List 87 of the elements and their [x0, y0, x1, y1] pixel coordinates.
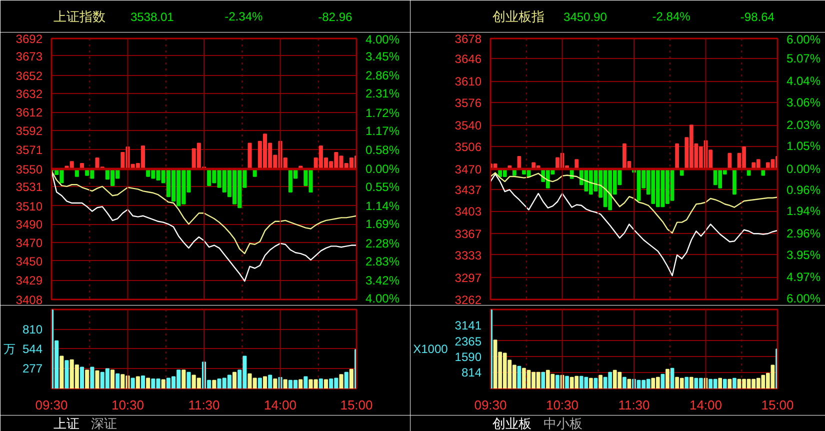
y-tick-label: 3692: [16, 32, 43, 46]
y2-tick-label: 4.04%: [786, 74, 821, 88]
y-tick-label: 3673: [16, 49, 43, 64]
y-tick-label: 3506: [454, 140, 482, 154]
y2-tick-label: 6.00%: [786, 292, 821, 306]
y-tick-label: 544: [22, 342, 43, 356]
text: -2.34%: [224, 10, 263, 24]
y-tick-label: 1590: [454, 350, 482, 364]
text: 创业板: [492, 416, 532, 431]
y-tick-label: 3470: [16, 236, 43, 250]
y2-tick-label: 3.45%: [366, 49, 400, 64]
y-tick-label: 3141: [454, 318, 482, 333]
text: -98.64: [740, 10, 775, 24]
y2-tick-label: 0.55%: [366, 180, 400, 194]
y2-tick-label: 1.17%: [366, 124, 400, 138]
x-tick-label: 11:30: [188, 398, 220, 412]
x-tick-label: 10:30: [111, 398, 144, 412]
y-tick-label: 3646: [454, 52, 482, 66]
chart-title: 创业板指: [492, 9, 544, 24]
text: -2.84%: [652, 10, 691, 24]
y2-tick-label: 3.06%: [786, 95, 821, 110]
text: 深证: [91, 416, 118, 431]
y-tick-label: 3612: [16, 106, 43, 120]
y-tick-label: 3429: [16, 274, 43, 288]
x-tick-label: 09:30: [474, 398, 507, 412]
y2-tick-label: 3.95%: [786, 248, 821, 262]
y-tick-label: 3297: [454, 271, 482, 286]
y-tick-label: 3450: [16, 254, 43, 268]
y-tick-label: 3592: [16, 124, 43, 138]
y2-tick-label: 1.72%: [366, 106, 400, 120]
chart-title: 上证指数: [53, 9, 106, 24]
y-axis-title: X1000: [413, 342, 448, 356]
y-tick-label: 3652: [16, 68, 43, 83]
y2-tick-label: 2.03%: [786, 118, 821, 132]
text: 3538.01: [130, 10, 174, 24]
y-tick-label: 3610: [454, 74, 482, 89]
y2-tick-label: 6.00%: [786, 32, 821, 46]
y-tick-label: 277: [22, 362, 43, 376]
y-tick-label: 3550: [16, 162, 43, 176]
text: 上证: [53, 416, 80, 431]
y-tick-label: 3408: [16, 293, 43, 307]
y-tick-label: 810: [22, 322, 43, 337]
y2-tick-label: 3.42%: [366, 274, 400, 288]
y2-tick-label: 4.00%: [366, 32, 400, 46]
x-tick-label: 09:30: [35, 398, 68, 412]
y-tick-label: 3540: [454, 118, 482, 133]
y2-tick-label: 2.83%: [366, 254, 400, 268]
y2-tick-label: 1.69%: [366, 217, 400, 232]
y2-tick-label: 0.00%: [366, 162, 400, 176]
y-tick-label: 3367: [454, 227, 482, 242]
x-tick-label: 10:30: [546, 398, 579, 412]
y-tick-label: 3531: [16, 180, 43, 194]
y2-tick-label: 0.00%: [786, 162, 821, 176]
y2-tick-label: 1.05%: [786, 139, 821, 154]
text: 中小板: [543, 416, 582, 431]
y-tick-label: 3576: [454, 96, 482, 110]
y-tick-label: 3678: [454, 32, 482, 46]
text: 3450.90: [564, 10, 608, 24]
y-tick-label: 3571: [16, 143, 43, 158]
y-tick-label: 3333: [454, 248, 482, 262]
y2-tick-label: 1.94%: [786, 204, 821, 218]
y-axis-title: 万: [3, 342, 16, 356]
y2-tick-label: 1.14%: [366, 199, 400, 214]
y-tick-label: 3490: [16, 218, 43, 232]
y2-tick-label: 0.58%: [366, 143, 400, 158]
x-tick-label: 15:00: [340, 398, 373, 412]
y2-tick-label: 4.00%: [366, 292, 400, 306]
y-tick-label: 3262: [454, 293, 482, 307]
y2-tick-label: 2.31%: [366, 86, 400, 101]
x-tick-label: 11:30: [618, 398, 650, 412]
y2-tick-label: 4.97%: [786, 270, 821, 284]
y2-tick-label: 2.96%: [786, 226, 821, 240]
y-tick-label: 3470: [454, 162, 482, 176]
y-tick-label: 814: [461, 366, 482, 380]
y-tick-label: 2365: [454, 334, 482, 348]
x-tick-label: 14:00: [264, 398, 297, 412]
text: -82.96: [318, 10, 352, 24]
x-tick-label: 14:00: [689, 398, 722, 412]
y-tick-label: 3403: [454, 204, 482, 219]
y2-tick-label: 0.96%: [786, 182, 821, 197]
y-tick-label: 3632: [16, 87, 43, 102]
y2-tick-label: 5.07%: [786, 52, 821, 66]
y-tick-label: 3510: [16, 199, 43, 214]
y2-tick-label: 2.28%: [366, 236, 400, 250]
x-tick-label: 15:00: [761, 398, 794, 412]
y-tick-label: 3437: [454, 183, 482, 198]
y2-tick-label: 2.86%: [366, 68, 400, 83]
